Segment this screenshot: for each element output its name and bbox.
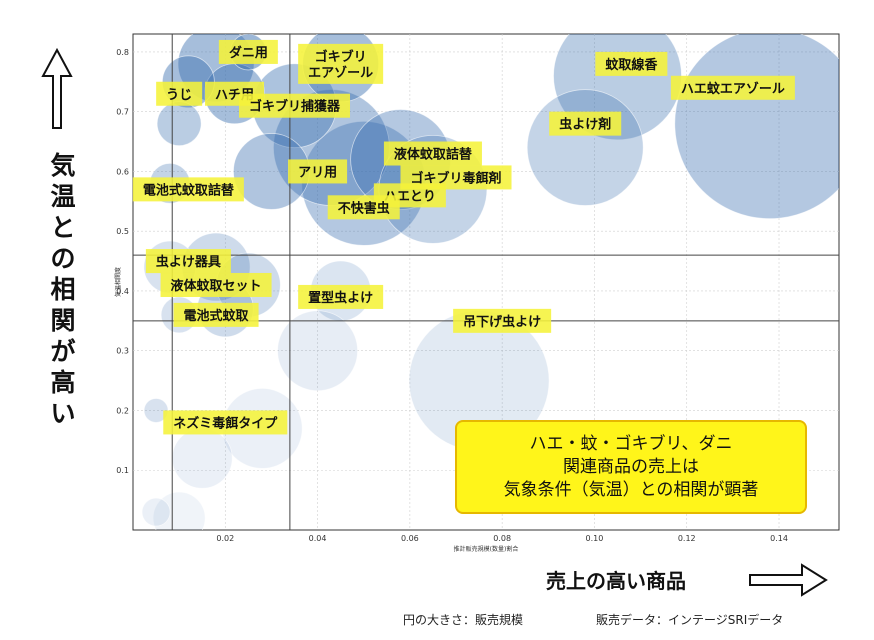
point-label-text: うじ: [166, 88, 192, 103]
point-label-bg: [453, 308, 552, 333]
point-label-bg: [218, 39, 278, 64]
footer-source: 販売データ：インテージSRIデータ: [596, 613, 784, 627]
callout-line-2: 関連商品の売上は: [563, 456, 699, 477]
point-label-text: ハエ蚊エアゾール: [681, 81, 785, 97]
y-tick-label: 0.1: [116, 466, 129, 475]
right-arrow-icon: [749, 563, 828, 597]
point-label: 虫よけ剤: [549, 111, 622, 136]
point-label: 電池式蚊取詰替: [132, 177, 244, 202]
callout-box: ハエ・蚊・ゴキブリ、ダニ 関連商品の売上は 気象条件（気温）との相関が顕著: [455, 420, 807, 514]
point-label-bg: [670, 75, 795, 100]
point-label: うじ: [156, 81, 203, 106]
point-label-bg: [173, 302, 259, 327]
y-tick-label: 0.4: [116, 287, 129, 296]
point-label-text: アリ用: [298, 165, 337, 180]
point-label-bg: [327, 195, 400, 220]
bubble: [277, 310, 358, 392]
point-label: 吊下げ虫よけ: [453, 308, 552, 333]
point-label-text: 虫よけ器具: [156, 254, 221, 270]
bubble: [674, 34, 839, 220]
point-label-bg: [595, 51, 668, 76]
point-label: 虫よけ器具: [145, 249, 231, 274]
point-label: ハエ蚊エアゾール: [670, 75, 795, 100]
point-label: 液体蚊取セット: [160, 272, 272, 297]
y-tick-label: 0.2: [116, 406, 129, 415]
point-label-text: 液体蚊取セット: [171, 278, 262, 294]
point-label-text: 置型虫よけ: [308, 290, 373, 306]
bubble: [156, 101, 202, 147]
point-label: アリ用: [288, 159, 348, 184]
y-side-label: 気温との相関が高い: [50, 151, 76, 428]
point-label-text: 電池式蚊取: [184, 308, 250, 324]
point-label: 不快害虫: [327, 195, 400, 220]
point-label: ネズミ毒餌タイプ: [163, 410, 288, 435]
point-label: 蚊取線香: [595, 51, 668, 76]
x-tick-label: 0.14: [770, 534, 788, 543]
point-label-text: ゴキブリ捕獲器: [249, 99, 341, 115]
up-arrow-icon: [41, 47, 73, 129]
point-label-text: ゴキブリ毒餌剤: [410, 170, 501, 186]
point-label-bg: [549, 111, 622, 136]
point-label-text: 液体蚊取詰替: [394, 147, 473, 163]
point-label-bg: [145, 249, 231, 274]
point-label-text: エアゾール: [308, 65, 373, 81]
x-tick-label: 0.04: [309, 534, 327, 543]
x-tick-label: 0.12: [678, 534, 696, 543]
point-label-bg: [238, 93, 351, 118]
point-label-bg: [298, 284, 384, 309]
point-label: ダニ用: [218, 39, 278, 64]
y-tick-label: 0.8: [116, 48, 129, 57]
point-label-bg: [163, 410, 288, 435]
point-label-text: 虫よけ剤: [559, 117, 611, 133]
point-label: 液体蚊取詰替: [383, 141, 482, 166]
point-label-bg: [383, 141, 482, 166]
point-label-text: ダニ用: [229, 45, 268, 61]
y-tick-label: 0.3: [116, 347, 129, 356]
bubble: [141, 497, 171, 527]
x-tick-labels: 0.02 0.04 0.06 0.08 0.10 0.12 0.14: [216, 534, 788, 543]
x-side-label: 売上の高い商品: [546, 569, 686, 593]
y-tick-label: 0.7: [116, 108, 129, 117]
callout-line-3: 気象条件（気温）との相関が顕著: [503, 479, 759, 500]
y-axis-title: 気温相関度: [114, 267, 122, 297]
point-label-bg: [160, 272, 272, 297]
point-label-text: 不快害虫: [338, 200, 390, 216]
bubble: [526, 89, 644, 206]
point-label-bg: [132, 177, 244, 202]
x-axis-title: 推計販売規模(数量)割合: [454, 545, 519, 553]
x-tick-label: 0.02: [216, 534, 234, 543]
bubble: [171, 427, 233, 489]
bubble: [152, 491, 206, 530]
point-label-text: 蚊取線香: [605, 57, 658, 73]
y-tick-labels: 0.1 0.2 0.3 0.4 0.5 0.6 0.7 0.8: [116, 48, 129, 475]
point-label-text: 吊下げ虫よけ: [463, 314, 541, 330]
x-tick-label: 0.10: [586, 534, 604, 543]
y-tick-label: 0.5: [116, 227, 129, 236]
point-label-bg: [298, 43, 384, 84]
point-label: 置型虫よけ: [298, 284, 384, 309]
footer-size-note: 円の大きさ：販売規模: [403, 613, 524, 627]
point-label-text: ゴキブリ: [315, 49, 367, 65]
callout-line-1: ハエ・蚊・ゴキブリ、ダニ: [529, 433, 733, 454]
point-label-bg: [156, 81, 203, 106]
x-tick-label: 0.08: [493, 534, 511, 543]
x-tick-label: 0.06: [401, 534, 419, 543]
point-label: 電池式蚊取: [173, 302, 259, 327]
y-tick-label: 0.6: [116, 167, 129, 176]
point-label-text: ネズミ毒餌タイプ: [173, 415, 278, 431]
point-label-bg: [288, 159, 348, 184]
point-label-text: 電池式蚊取詰替: [143, 182, 235, 198]
point-label: ゴキブリ捕獲器: [238, 93, 351, 118]
